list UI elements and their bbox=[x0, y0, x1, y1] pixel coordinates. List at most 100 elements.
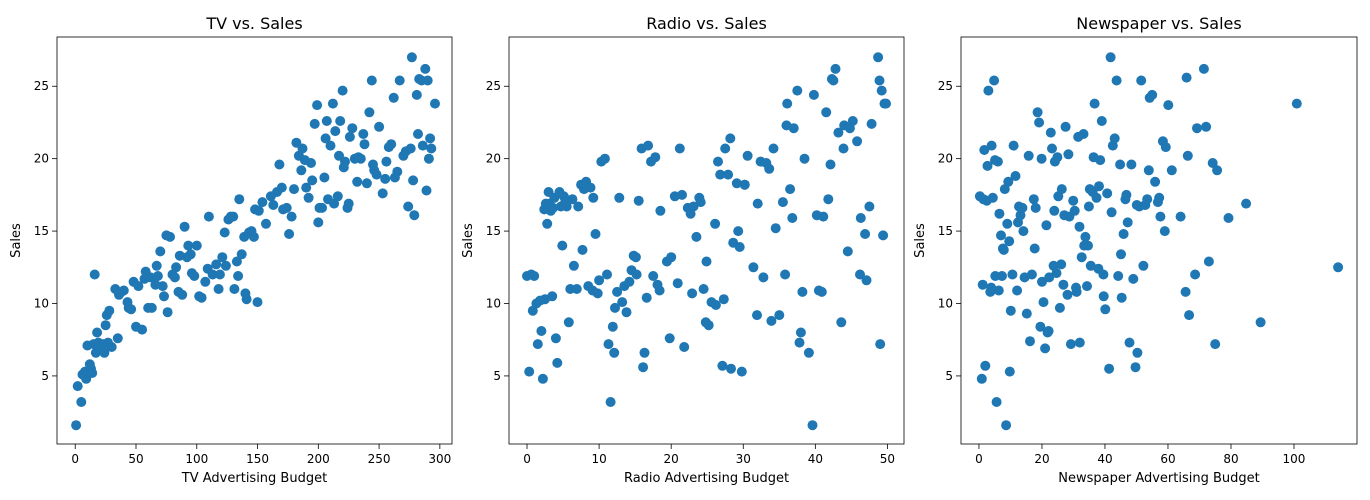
scatter-point bbox=[532, 339, 543, 350]
radio-vs-sales-points bbox=[522, 52, 891, 431]
scatter-point bbox=[183, 240, 194, 251]
scatter-point bbox=[1040, 343, 1051, 354]
scatter-point bbox=[1054, 302, 1065, 313]
scatter-point bbox=[76, 397, 87, 407]
scatter-point bbox=[764, 163, 775, 174]
scatter-point bbox=[664, 333, 675, 344]
scatter-point bbox=[677, 189, 687, 200]
scatter-point bbox=[752, 310, 762, 321]
scatter-point bbox=[1201, 121, 1212, 132]
scatter-point bbox=[1143, 165, 1154, 176]
scatter-point bbox=[621, 307, 632, 318]
x-tick-label: 40 bbox=[1097, 452, 1112, 466]
scatter-point bbox=[289, 184, 299, 195]
x-tick-label: 100 bbox=[185, 452, 208, 466]
scatter-point bbox=[202, 263, 213, 274]
scatter-point bbox=[1333, 262, 1344, 273]
scatter-point bbox=[1038, 297, 1049, 308]
scatter-point bbox=[150, 279, 161, 290]
x-tick-label: 0 bbox=[523, 452, 531, 466]
scatter-point bbox=[228, 211, 239, 222]
scatter-point bbox=[417, 140, 428, 151]
scatter-point bbox=[1049, 205, 1060, 216]
scatter-point bbox=[92, 327, 103, 338]
scatter-point bbox=[555, 201, 566, 212]
scatter-point bbox=[1056, 184, 1067, 195]
scatter-point bbox=[137, 324, 148, 335]
scatter-point bbox=[874, 75, 885, 86]
scatter-point bbox=[816, 286, 827, 297]
scatter-point bbox=[1159, 226, 1170, 237]
scatter-point bbox=[1026, 269, 1037, 280]
scatter-point bbox=[1106, 207, 1117, 218]
scatter-point bbox=[423, 153, 434, 164]
scatter-point bbox=[1105, 52, 1116, 63]
scatter-point bbox=[1102, 188, 1113, 199]
scatter-point bbox=[633, 195, 644, 206]
scatter-point bbox=[630, 252, 641, 263]
scatter-point bbox=[1098, 291, 1109, 302]
scatter-point bbox=[672, 278, 683, 289]
scatter-point bbox=[430, 98, 440, 109]
x-tick-label: 60 bbox=[1160, 452, 1175, 466]
scatter-point bbox=[320, 133, 331, 144]
scatter-point bbox=[182, 252, 192, 263]
scatter-point bbox=[602, 269, 612, 280]
scatter-point bbox=[860, 229, 871, 239]
scatter-point bbox=[1043, 326, 1054, 336]
scatter-point bbox=[358, 129, 369, 139]
scatter-point bbox=[1004, 236, 1015, 247]
scatter-point bbox=[344, 131, 355, 142]
scatter-point bbox=[996, 230, 1006, 241]
scatter-point bbox=[103, 337, 113, 348]
scatter-point bbox=[408, 175, 419, 186]
scatter-point bbox=[1083, 240, 1093, 251]
scatter-point bbox=[674, 143, 685, 154]
scatter-point bbox=[1155, 211, 1166, 222]
scatter-point bbox=[1122, 217, 1133, 228]
scatter-point bbox=[388, 92, 399, 103]
scatter-point bbox=[876, 85, 887, 96]
x-tick-label: 0 bbox=[71, 452, 79, 466]
scatter-point bbox=[785, 184, 796, 195]
scatter-point bbox=[587, 285, 598, 296]
scatter-point bbox=[1023, 150, 1034, 161]
scatter-point bbox=[1004, 366, 1015, 377]
scatter-point bbox=[89, 269, 100, 280]
scatter-point bbox=[112, 333, 123, 344]
scatter-point bbox=[977, 279, 988, 290]
scatter-point bbox=[639, 347, 650, 358]
scatter-point bbox=[1074, 221, 1085, 232]
scatter-point bbox=[734, 242, 745, 252]
scatter-point bbox=[641, 292, 652, 303]
x-tick-label: 0 bbox=[975, 452, 983, 466]
scatter-point bbox=[1126, 159, 1137, 170]
scatter-point bbox=[425, 133, 436, 144]
scatter-point bbox=[733, 226, 744, 237]
scatter-point bbox=[1104, 363, 1115, 374]
scatter-point bbox=[99, 347, 110, 358]
scatter-point bbox=[700, 317, 711, 328]
scatter-point bbox=[770, 223, 781, 234]
scatter-point bbox=[1065, 339, 1076, 350]
scatter-point bbox=[409, 210, 420, 221]
scatter-point bbox=[557, 240, 568, 251]
scatter-point bbox=[219, 227, 230, 238]
scatter-point bbox=[1085, 260, 1096, 271]
scatter-point bbox=[1130, 362, 1141, 373]
scatter-point bbox=[1118, 229, 1129, 239]
scatter-point bbox=[162, 307, 173, 318]
scatter-point bbox=[855, 269, 865, 280]
scatter-point bbox=[991, 397, 1002, 407]
scatter-point bbox=[343, 198, 354, 209]
y-tick-label: 25 bbox=[486, 79, 501, 93]
scatter-point bbox=[838, 143, 849, 154]
scatter-point bbox=[234, 194, 245, 205]
scatter-point bbox=[1082, 281, 1092, 292]
scatter-point bbox=[1060, 121, 1071, 132]
x-tick-label: 200 bbox=[307, 452, 330, 466]
scatter-point bbox=[1154, 192, 1165, 203]
scatter-point bbox=[77, 369, 88, 380]
scatter-point bbox=[688, 201, 699, 212]
